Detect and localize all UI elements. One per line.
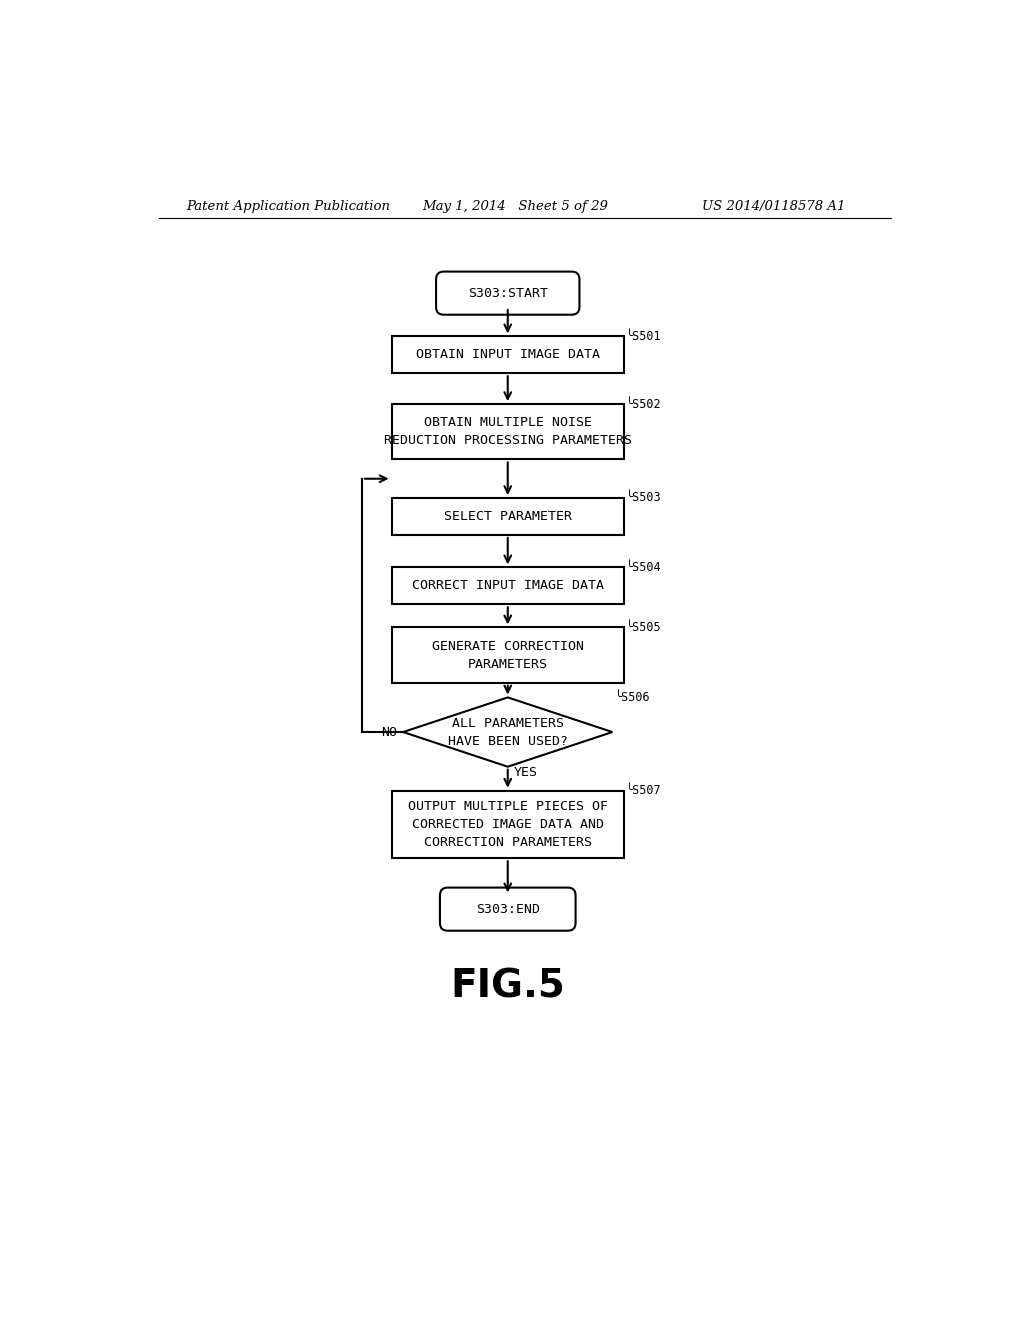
Text: Patent Application Publication: Patent Application Publication: [186, 199, 390, 213]
Text: OBTAIN MULTIPLE NOISE
REDUCTION PROCESSING PARAMETERS: OBTAIN MULTIPLE NOISE REDUCTION PROCESSI…: [384, 416, 632, 447]
Text: ╰S504: ╰S504: [627, 561, 662, 574]
Polygon shape: [403, 697, 612, 767]
Text: ╰S503: ╰S503: [627, 491, 662, 504]
Text: ╰S505: ╰S505: [627, 620, 662, 634]
Text: ALL PARAMETERS
HAVE BEEN USED?: ALL PARAMETERS HAVE BEEN USED?: [447, 717, 567, 747]
Text: ╰S506: ╰S506: [614, 690, 650, 704]
Text: OBTAIN INPUT IMAGE DATA: OBTAIN INPUT IMAGE DATA: [416, 348, 600, 362]
Text: SELECT PARAMETER: SELECT PARAMETER: [443, 510, 571, 523]
FancyBboxPatch shape: [436, 272, 580, 314]
Text: OUTPUT MULTIPLE PIECES OF
CORRECTED IMAGE DATA AND
CORRECTION PARAMETERS: OUTPUT MULTIPLE PIECES OF CORRECTED IMAG…: [408, 800, 608, 849]
Text: ╰S502: ╰S502: [627, 397, 662, 411]
Text: CORRECT INPUT IMAGE DATA: CORRECT INPUT IMAGE DATA: [412, 579, 604, 593]
FancyBboxPatch shape: [391, 791, 624, 858]
Text: NO: NO: [381, 726, 397, 739]
Text: May 1, 2014   Sheet 5 of 29: May 1, 2014 Sheet 5 of 29: [423, 199, 608, 213]
FancyBboxPatch shape: [391, 498, 624, 535]
Text: S303:END: S303:END: [476, 903, 540, 916]
FancyBboxPatch shape: [440, 887, 575, 931]
Text: S303:START: S303:START: [468, 286, 548, 300]
Text: FIG.5: FIG.5: [451, 968, 565, 1005]
Text: YES: YES: [514, 767, 538, 779]
Text: US 2014/0118578 A1: US 2014/0118578 A1: [701, 199, 845, 213]
Text: ╰S501: ╰S501: [627, 330, 662, 343]
FancyBboxPatch shape: [391, 627, 624, 682]
FancyBboxPatch shape: [391, 404, 624, 459]
FancyBboxPatch shape: [391, 568, 624, 605]
FancyBboxPatch shape: [391, 337, 624, 374]
Text: ╰S507: ╰S507: [627, 784, 662, 797]
Text: GENERATE CORRECTION
PARAMETERS: GENERATE CORRECTION PARAMETERS: [432, 640, 584, 671]
